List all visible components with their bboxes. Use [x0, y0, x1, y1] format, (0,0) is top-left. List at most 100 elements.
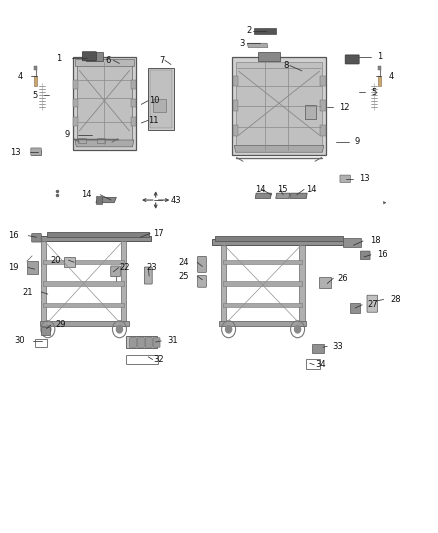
- Text: 31: 31: [167, 336, 178, 345]
- Text: 15: 15: [278, 185, 288, 194]
- FancyBboxPatch shape: [320, 76, 325, 86]
- FancyBboxPatch shape: [152, 99, 166, 112]
- Text: 9: 9: [64, 130, 70, 139]
- Text: 9: 9: [354, 137, 360, 146]
- Polygon shape: [290, 193, 307, 198]
- FancyBboxPatch shape: [254, 28, 276, 34]
- Polygon shape: [96, 196, 102, 204]
- Polygon shape: [276, 193, 290, 198]
- FancyBboxPatch shape: [305, 106, 316, 118]
- Polygon shape: [212, 239, 346, 245]
- FancyBboxPatch shape: [127, 336, 157, 349]
- Text: 19: 19: [8, 263, 19, 272]
- Circle shape: [294, 326, 300, 333]
- Polygon shape: [299, 245, 304, 326]
- FancyBboxPatch shape: [145, 267, 152, 284]
- Text: 18: 18: [370, 237, 380, 246]
- FancyBboxPatch shape: [233, 100, 238, 111]
- FancyBboxPatch shape: [73, 117, 78, 126]
- Text: 3: 3: [240, 39, 245, 48]
- FancyBboxPatch shape: [82, 52, 96, 61]
- Text: 16: 16: [8, 231, 19, 240]
- FancyBboxPatch shape: [153, 338, 160, 348]
- FancyBboxPatch shape: [345, 55, 359, 64]
- FancyBboxPatch shape: [31, 148, 41, 156]
- Polygon shape: [232, 56, 326, 155]
- Text: 7: 7: [159, 56, 165, 64]
- Text: 4: 4: [389, 71, 394, 80]
- FancyBboxPatch shape: [73, 99, 78, 107]
- Polygon shape: [73, 56, 136, 150]
- Circle shape: [226, 326, 232, 333]
- Circle shape: [117, 326, 123, 333]
- Text: 14: 14: [306, 185, 317, 194]
- FancyBboxPatch shape: [258, 52, 280, 61]
- FancyBboxPatch shape: [145, 338, 152, 348]
- Text: 5: 5: [372, 87, 377, 96]
- Polygon shape: [121, 241, 127, 326]
- FancyBboxPatch shape: [138, 338, 145, 348]
- Text: 21: 21: [22, 287, 32, 296]
- Text: 13: 13: [360, 174, 370, 183]
- FancyBboxPatch shape: [320, 125, 325, 135]
- FancyBboxPatch shape: [233, 125, 238, 135]
- Polygon shape: [96, 197, 117, 203]
- Polygon shape: [247, 43, 268, 47]
- FancyBboxPatch shape: [131, 99, 136, 107]
- Text: 1: 1: [57, 54, 62, 62]
- Polygon shape: [234, 146, 324, 152]
- Text: 10: 10: [149, 96, 159, 105]
- FancyBboxPatch shape: [73, 80, 78, 88]
- Text: 26: 26: [338, 273, 348, 282]
- Polygon shape: [40, 321, 130, 326]
- Polygon shape: [223, 281, 302, 286]
- FancyBboxPatch shape: [378, 66, 381, 70]
- Polygon shape: [221, 245, 226, 326]
- Text: 43: 43: [171, 196, 182, 205]
- Text: 12: 12: [339, 102, 350, 111]
- Text: 8: 8: [283, 61, 289, 70]
- Polygon shape: [31, 150, 41, 155]
- Polygon shape: [255, 193, 272, 198]
- FancyBboxPatch shape: [78, 138, 86, 143]
- FancyBboxPatch shape: [367, 295, 378, 312]
- Polygon shape: [219, 321, 306, 326]
- FancyBboxPatch shape: [233, 76, 238, 86]
- Polygon shape: [237, 62, 321, 150]
- Text: 24: 24: [179, 258, 189, 266]
- Polygon shape: [43, 303, 124, 307]
- Text: 14: 14: [255, 185, 266, 194]
- Text: 34: 34: [315, 360, 326, 369]
- Text: 5: 5: [32, 91, 38, 100]
- Text: 14: 14: [81, 190, 92, 199]
- Text: 23: 23: [146, 263, 157, 272]
- Text: 13: 13: [10, 148, 20, 157]
- FancyBboxPatch shape: [378, 76, 381, 86]
- Polygon shape: [77, 62, 132, 144]
- Polygon shape: [215, 236, 343, 241]
- Polygon shape: [43, 260, 124, 264]
- Text: 4: 4: [17, 71, 22, 80]
- FancyBboxPatch shape: [350, 303, 360, 313]
- Polygon shape: [46, 232, 149, 237]
- FancyBboxPatch shape: [34, 76, 37, 86]
- Polygon shape: [148, 68, 174, 131]
- Polygon shape: [75, 140, 134, 147]
- FancyBboxPatch shape: [312, 344, 324, 353]
- Text: 32: 32: [153, 355, 164, 364]
- Text: 16: 16: [377, 251, 388, 260]
- Polygon shape: [75, 59, 134, 66]
- FancyBboxPatch shape: [97, 138, 105, 143]
- FancyBboxPatch shape: [340, 175, 350, 182]
- FancyBboxPatch shape: [318, 277, 331, 288]
- Polygon shape: [41, 241, 46, 326]
- Text: 11: 11: [148, 116, 158, 125]
- Polygon shape: [223, 260, 302, 264]
- FancyBboxPatch shape: [86, 52, 103, 61]
- Text: 22: 22: [120, 263, 131, 272]
- FancyBboxPatch shape: [150, 70, 172, 128]
- Text: 2: 2: [247, 27, 252, 36]
- FancyBboxPatch shape: [198, 276, 206, 287]
- Text: 1: 1: [377, 52, 382, 61]
- FancyBboxPatch shape: [320, 100, 325, 111]
